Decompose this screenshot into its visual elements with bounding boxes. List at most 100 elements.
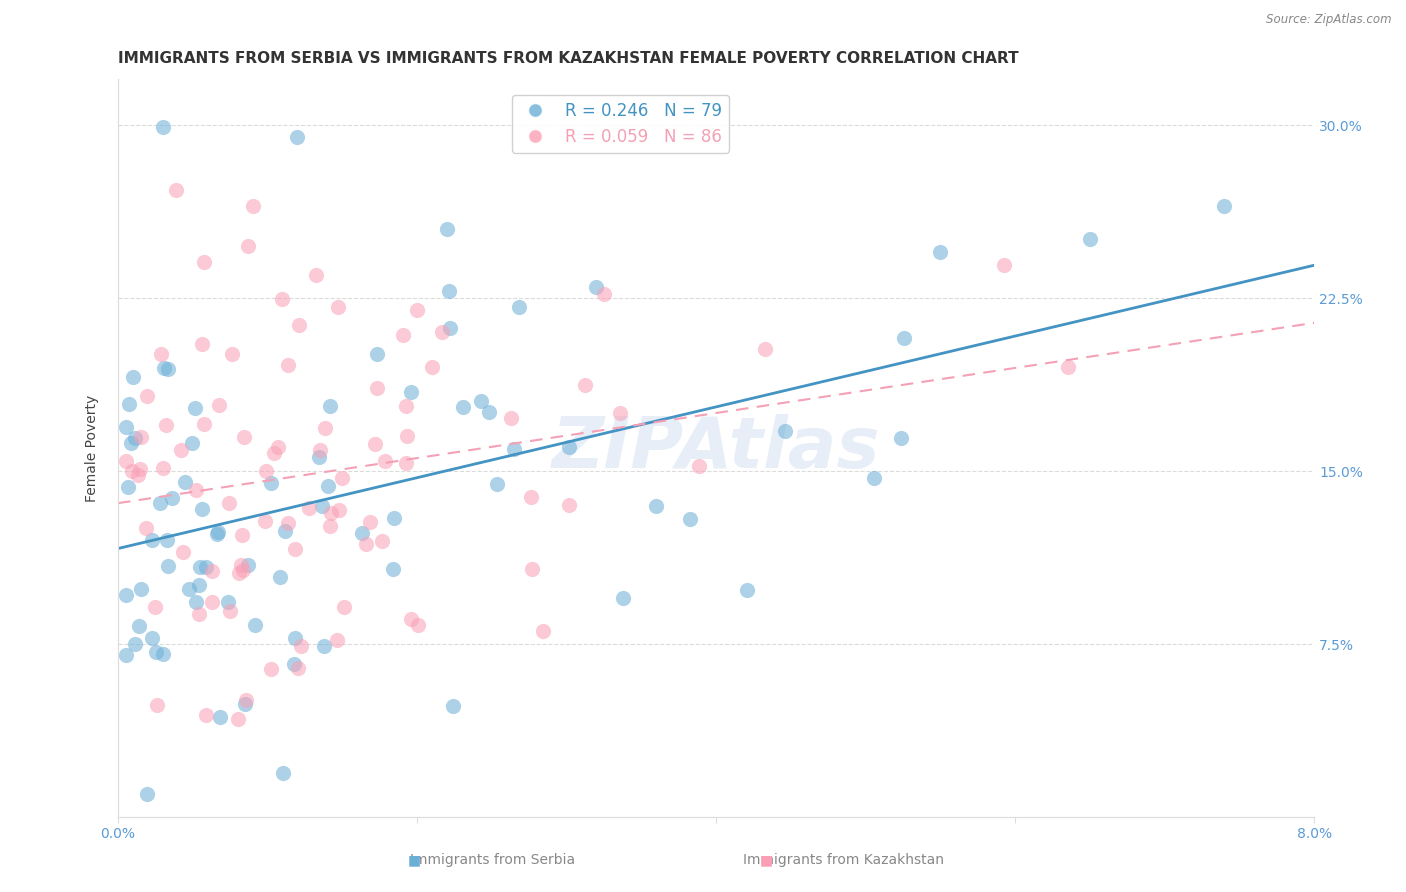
Immigrants from Serbia — [890, 431, 912, 445]
Immigrants from Kazakhstan — [754, 342, 776, 356]
Immigrants from Serbia — [149, 496, 172, 510]
Immigrants from Kazakhstan — [150, 346, 173, 360]
Immigrants from Kazakhstan — [155, 417, 177, 432]
Immigrants from Kazakhstan — [221, 347, 243, 361]
Immigrants from Kazakhstan — [271, 292, 294, 306]
Immigrants from Kazakhstan — [371, 534, 394, 549]
Immigrants from Serbia — [350, 526, 373, 541]
Immigrants from Serbia — [184, 595, 207, 609]
Immigrants from Kazakhstan — [993, 258, 1015, 272]
Immigrants from Serbia — [195, 559, 218, 574]
Immigrants from Serbia — [366, 347, 388, 361]
Immigrants from Serbia — [152, 647, 174, 661]
Immigrants from Kazakhstan — [406, 302, 429, 317]
Immigrants from Serbia — [243, 618, 266, 632]
Immigrants from Serbia — [271, 765, 294, 780]
Immigrants from Kazakhstan — [135, 521, 157, 535]
Text: Source: ZipAtlas.com: Source: ZipAtlas.com — [1267, 13, 1392, 27]
Immigrants from Serbia — [437, 284, 460, 298]
Text: ■: ■ — [759, 853, 773, 867]
Immigrants from Kazakhstan — [121, 464, 143, 478]
Immigrants from Kazakhstan — [531, 624, 554, 638]
Immigrants from Serbia — [319, 399, 342, 413]
Immigrants from Kazakhstan — [267, 440, 290, 454]
Immigrants from Kazakhstan — [558, 498, 581, 512]
Immigrants from Kazakhstan — [359, 515, 381, 529]
Immigrants from Serbia — [316, 479, 339, 493]
Immigrants from Serbia — [136, 787, 159, 801]
Immigrants from Serbia — [451, 400, 474, 414]
Immigrants from Serbia — [141, 533, 163, 548]
Immigrants from Kazakhstan — [235, 693, 257, 707]
Immigrants from Kazakhstan — [284, 541, 307, 556]
Immigrants from Kazakhstan — [1057, 360, 1080, 375]
Immigrants from Kazakhstan — [201, 564, 224, 578]
Immigrants from Kazakhstan — [218, 496, 240, 510]
Immigrants from Serbia — [441, 698, 464, 713]
Immigrants from Kazakhstan — [172, 544, 194, 558]
Immigrants from Serbia — [145, 645, 167, 659]
Immigrants from Kazakhstan — [520, 490, 543, 504]
Immigrants from Kazakhstan — [314, 421, 336, 435]
Immigrants from Kazakhstan — [399, 612, 422, 626]
Text: IMMIGRANTS FROM SERBIA VS IMMIGRANTS FROM KAZAKHSTAN FEMALE POVERTY CORRELATION : IMMIGRANTS FROM SERBIA VS IMMIGRANTS FRO… — [118, 51, 1019, 66]
Immigrants from Serbia — [893, 331, 915, 345]
Immigrants from Kazakhstan — [146, 698, 169, 712]
Immigrants from Serbia — [314, 639, 336, 653]
Immigrants from Serbia — [181, 435, 204, 450]
Immigrants from Serbia — [929, 245, 952, 260]
Immigrants from Serbia — [284, 631, 307, 645]
Immigrants from Kazakhstan — [194, 707, 217, 722]
Immigrants from Kazakhstan — [499, 410, 522, 425]
Immigrants from Serbia — [217, 595, 239, 609]
Immigrants from Kazakhstan — [326, 632, 349, 647]
Immigrants from Serbia — [188, 560, 211, 574]
Immigrants from Serbia — [502, 442, 524, 457]
Immigrants from Kazakhstan — [609, 406, 631, 420]
Immigrants from Serbia — [439, 320, 461, 334]
Immigrants from Serbia — [115, 588, 138, 602]
Text: Immigrants from Serbia: Immigrants from Serbia — [409, 853, 575, 867]
Immigrants from Serbia — [152, 120, 174, 134]
Immigrants from Kazakhstan — [114, 454, 136, 468]
Immigrants from Kazakhstan — [354, 537, 377, 551]
Immigrants from Serbia — [486, 477, 509, 491]
Immigrants from Kazakhstan — [277, 516, 299, 530]
Immigrants from Serbia — [114, 420, 136, 434]
Immigrants from Kazakhstan — [430, 325, 453, 339]
Immigrants from Serbia — [260, 476, 283, 491]
Immigrants from Serbia — [508, 300, 530, 314]
Immigrants from Kazakhstan — [193, 417, 215, 431]
Immigrants from Serbia — [283, 657, 305, 671]
Immigrants from Kazakhstan — [201, 595, 224, 609]
Immigrants from Serbia — [177, 582, 200, 597]
Immigrants from Serbia — [153, 361, 176, 376]
Text: ■: ■ — [408, 853, 422, 867]
Immigrants from Kazakhstan — [297, 500, 319, 515]
Immigrants from Kazakhstan — [127, 467, 149, 482]
Immigrants from Serbia — [205, 527, 228, 541]
Immigrants from Kazakhstan — [184, 483, 207, 498]
Immigrants from Serbia — [773, 424, 796, 438]
Immigrants from Kazakhstan — [208, 398, 231, 412]
Immigrants from Kazakhstan — [319, 507, 342, 521]
Immigrants from Serbia — [124, 636, 146, 650]
Immigrants from Kazakhstan — [129, 430, 152, 444]
Immigrants from Serbia — [478, 405, 501, 419]
Immigrants from Serbia — [160, 491, 183, 506]
Immigrants from Kazakhstan — [288, 318, 311, 333]
Immigrants from Serbia — [114, 648, 136, 662]
Immigrants from Kazakhstan — [152, 461, 174, 475]
Immigrants from Kazakhstan — [408, 617, 430, 632]
Immigrants from Serbia — [382, 562, 405, 576]
Immigrants from Kazakhstan — [287, 661, 309, 675]
Immigrants from Serbia — [645, 500, 668, 514]
Immigrants from Serbia — [382, 510, 405, 524]
Immigrants from Serbia — [1213, 199, 1236, 213]
Immigrants from Kazakhstan — [233, 430, 256, 444]
Immigrants from Kazakhstan — [254, 514, 277, 528]
Immigrants from Kazakhstan — [277, 359, 299, 373]
Immigrants from Serbia — [1078, 232, 1101, 246]
Immigrants from Serbia — [287, 130, 309, 145]
Immigrants from Kazakhstan — [290, 639, 312, 653]
